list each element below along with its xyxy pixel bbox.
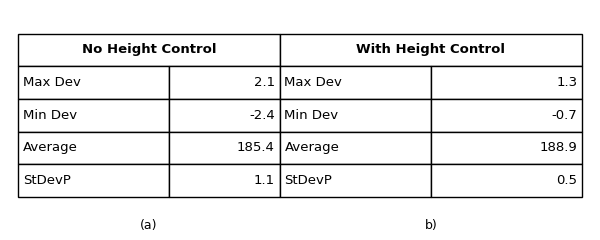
Bar bbox=[18, 99, 169, 132]
Text: (a): (a) bbox=[140, 219, 158, 232]
Text: b): b) bbox=[424, 219, 437, 232]
Bar bbox=[431, 99, 582, 132]
Bar bbox=[169, 66, 280, 99]
Text: 0.5: 0.5 bbox=[556, 174, 577, 187]
Text: Average: Average bbox=[23, 141, 77, 154]
Text: -2.4: -2.4 bbox=[249, 109, 275, 122]
Bar bbox=[169, 164, 280, 197]
Bar bbox=[431, 164, 582, 197]
Text: Max Dev: Max Dev bbox=[284, 76, 343, 89]
Bar bbox=[169, 99, 280, 132]
Bar bbox=[18, 132, 169, 164]
Text: 1.3: 1.3 bbox=[556, 76, 577, 89]
Bar bbox=[431, 132, 582, 164]
Bar bbox=[280, 99, 431, 132]
Text: 185.4: 185.4 bbox=[237, 141, 275, 154]
Text: Min Dev: Min Dev bbox=[23, 109, 77, 122]
Text: StDevP: StDevP bbox=[23, 174, 71, 187]
Bar bbox=[280, 132, 431, 164]
Bar bbox=[18, 66, 169, 99]
Text: Average: Average bbox=[284, 141, 340, 154]
Text: StDevP: StDevP bbox=[284, 174, 332, 187]
Text: No Height Control: No Height Control bbox=[82, 43, 216, 56]
Bar bbox=[18, 34, 280, 66]
Bar bbox=[18, 164, 169, 197]
Text: 188.9: 188.9 bbox=[539, 141, 577, 154]
Bar bbox=[169, 132, 280, 164]
Text: Max Dev: Max Dev bbox=[23, 76, 80, 89]
Text: Min Dev: Min Dev bbox=[284, 109, 338, 122]
Bar bbox=[280, 164, 431, 197]
Text: 2.1: 2.1 bbox=[254, 76, 275, 89]
Bar bbox=[431, 66, 582, 99]
Text: -0.7: -0.7 bbox=[551, 109, 577, 122]
Text: 1.1: 1.1 bbox=[254, 174, 275, 187]
Bar bbox=[280, 34, 582, 66]
Text: With Height Control: With Height Control bbox=[356, 43, 505, 56]
Bar bbox=[280, 66, 431, 99]
